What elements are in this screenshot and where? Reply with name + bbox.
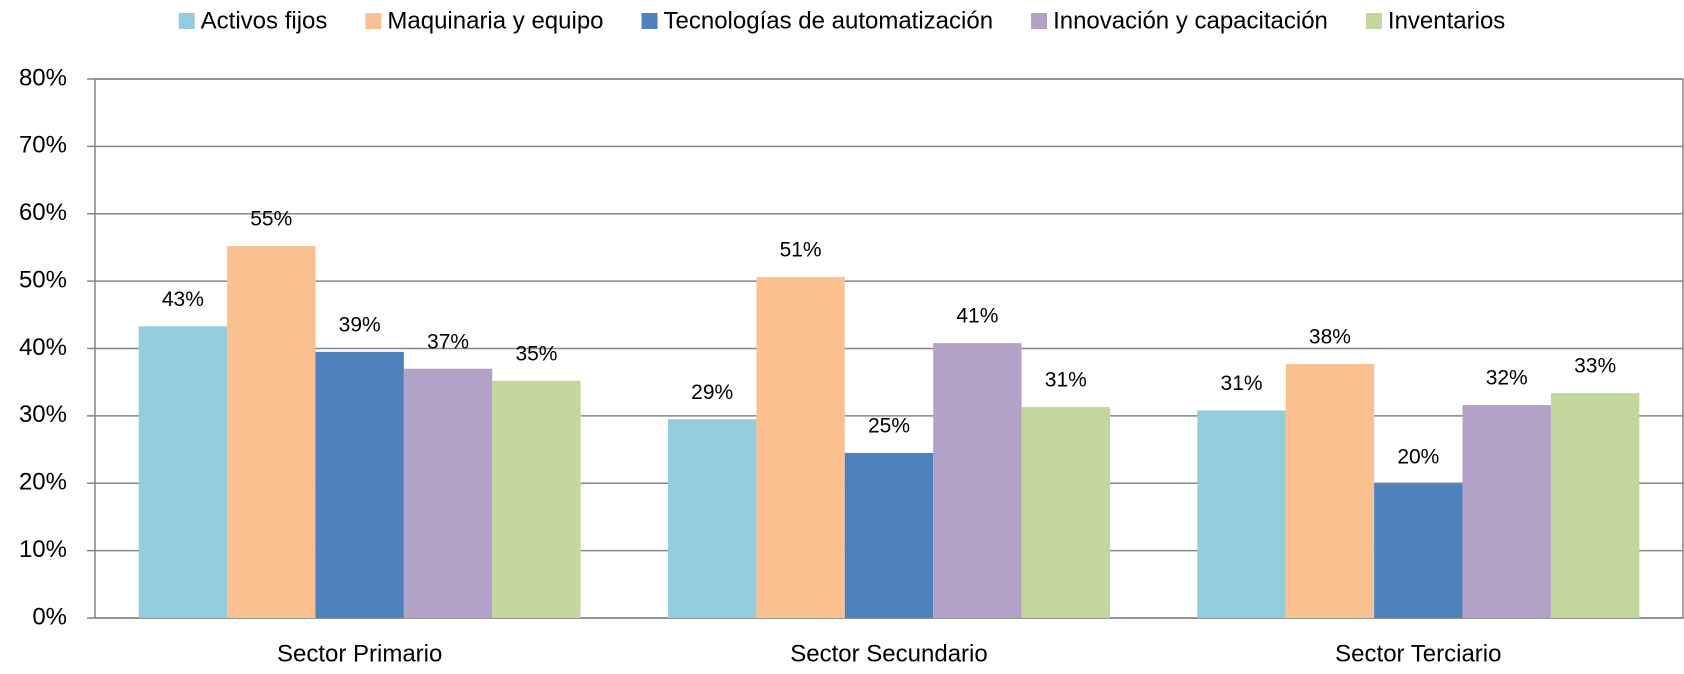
- bar: [933, 343, 1022, 618]
- value-label: 20%: [1397, 445, 1439, 468]
- value-label: 37%: [427, 330, 469, 353]
- value-label: 31%: [1221, 372, 1263, 395]
- legend-label: Inventarios: [1388, 7, 1505, 34]
- bar: [1462, 405, 1551, 618]
- x-tick-label: Sector Primario: [277, 640, 442, 667]
- legend-label: Activos fijos: [201, 7, 328, 34]
- value-label: 32%: [1486, 367, 1528, 390]
- value-label: 29%: [691, 381, 733, 404]
- value-label: 43%: [162, 288, 204, 311]
- value-label: 41%: [956, 305, 998, 328]
- bar: [844, 452, 934, 618]
- y-tick-label: 20%: [19, 469, 67, 496]
- value-label: 55%: [250, 208, 292, 231]
- value-label: 25%: [868, 414, 910, 437]
- bar: [492, 380, 581, 618]
- bar: [756, 277, 845, 618]
- y-tick-label: 60%: [19, 199, 67, 226]
- x-tick-label: Sector Terciario: [1335, 640, 1501, 667]
- bar: [668, 419, 757, 618]
- legend-swatch: [641, 13, 658, 29]
- x-tick-label: Sector Secundario: [790, 640, 987, 667]
- value-label: 38%: [1309, 326, 1351, 349]
- legend-swatch: [1365, 13, 1382, 29]
- bar: [227, 246, 316, 618]
- bar: [1374, 483, 1463, 618]
- value-label: 31%: [1045, 369, 1087, 392]
- y-tick-label: 40%: [19, 334, 67, 361]
- bar: [1021, 407, 1110, 618]
- legend-swatch: [1031, 13, 1048, 29]
- bar: [138, 326, 228, 618]
- y-tick-label: 0%: [32, 603, 67, 630]
- y-tick-label: 10%: [19, 536, 67, 563]
- value-label: 39%: [339, 313, 381, 336]
- legend-swatch: [365, 13, 382, 29]
- y-tick-label: 50%: [19, 266, 67, 293]
- bar: [315, 351, 404, 618]
- value-label: 51%: [780, 239, 822, 262]
- y-tick-label: 70%: [19, 132, 67, 159]
- y-tick-label: 80%: [19, 64, 67, 91]
- legend-swatch: [178, 13, 195, 29]
- bar: [1285, 363, 1375, 618]
- value-label: 33%: [1574, 355, 1616, 378]
- bar: [403, 368, 493, 618]
- bar: [1550, 392, 1640, 618]
- legend-label: Innovación y capacitación: [1053, 7, 1328, 34]
- y-tick-label: 30%: [19, 401, 67, 428]
- bar: [1197, 410, 1286, 618]
- legend-label: Tecnologías de automatización: [664, 7, 994, 34]
- value-label: 35%: [515, 342, 557, 365]
- legend-label: Maquinaria y equipo: [387, 7, 603, 34]
